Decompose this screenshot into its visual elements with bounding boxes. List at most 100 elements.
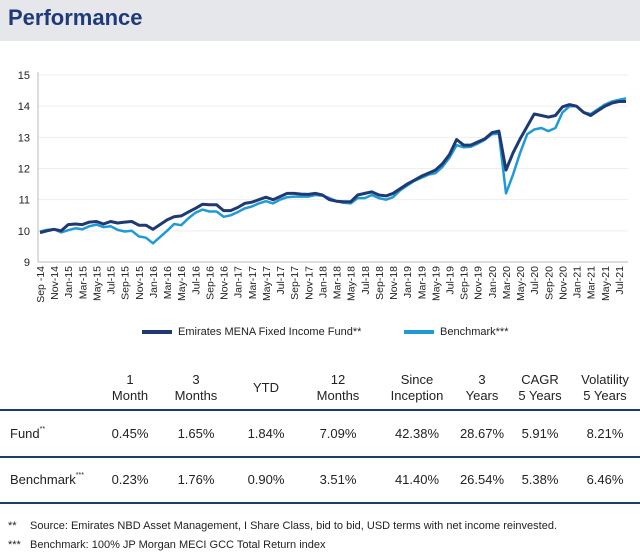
legend-label-fund: Emirates MENA Fixed Income Fund**	[178, 326, 362, 338]
column-header-line: 12	[330, 372, 346, 387]
x-tick-label: Mar-16	[162, 266, 174, 299]
x-tick-label: Jan-21	[572, 266, 584, 298]
x-tick-label: Sep-17	[289, 266, 301, 300]
column-header-line: Volatility	[581, 372, 629, 387]
row-label-mark: **	[39, 426, 46, 433]
table-cell: 8.21%	[586, 426, 624, 441]
y-tick-label: 13	[18, 132, 30, 144]
column-header-line: Inception	[390, 388, 444, 403]
legend-item-benchmark: Benchmark***	[404, 326, 508, 338]
column-header: YTD	[253, 380, 279, 396]
x-tick-label: Sep-16	[204, 266, 216, 300]
table-cell: 3.51%	[319, 472, 357, 487]
column-header: Volatility 5 Years	[581, 372, 629, 404]
x-tick-label: Jul-18	[360, 266, 372, 295]
column-header-line: 3	[478, 372, 486, 387]
x-tick-label: May-18	[346, 266, 358, 301]
x-tick-label: Mar-20	[501, 266, 513, 299]
row-label: Benchmark***	[10, 472, 84, 487]
section-header: Performance	[0, 0, 640, 41]
column-header-line: CAGR	[521, 372, 559, 387]
y-tick-label: 12	[18, 164, 30, 176]
column-header-line: 1	[126, 372, 134, 387]
footnote-text: Benchmark: 100% JP Morgan MECI GCC Total…	[30, 539, 326, 551]
column-header-line: Months	[174, 388, 218, 403]
table-cell: 5.91%	[521, 426, 559, 441]
y-tick-label: 11	[19, 195, 30, 207]
x-tick-label: Jan-15	[63, 266, 75, 298]
x-tick-label: Jul-19	[444, 266, 456, 295]
table-divider	[0, 409, 640, 411]
x-tick-label: Mar-18	[332, 266, 344, 299]
row-label-text: Fund	[10, 426, 40, 441]
column-header-line: 5 Years	[518, 388, 562, 403]
x-tick-label: Nov-16	[219, 266, 231, 300]
table-divider	[0, 502, 640, 504]
table-cell: 1.76%	[177, 472, 215, 487]
row-label-text: Benchmark	[10, 472, 76, 487]
x-tick-label: Jul-17	[275, 266, 287, 295]
column-header-line: Since	[400, 372, 434, 387]
x-tick-label: Mar-15	[77, 266, 89, 299]
x-tick-label: Nov-15	[134, 266, 146, 300]
column-header: Since Inception	[391, 372, 444, 404]
column-header-line: 3	[192, 372, 200, 387]
column-header-line: 5 Years	[583, 388, 627, 403]
x-tick-label: Nov-18	[388, 266, 400, 300]
x-tick-label: May-20	[515, 266, 527, 301]
column-header-line: Month	[111, 388, 149, 403]
fund-series-line	[39, 100, 626, 235]
x-tick-label: Jul-20	[529, 266, 541, 295]
x-tick-label: Nov-14	[49, 266, 61, 300]
table-cell: 6.46%	[586, 472, 624, 487]
column-header-line: YTD	[253, 380, 279, 395]
table-cell: 0.23%	[111, 472, 149, 487]
x-tick-label: Sep-20	[543, 266, 555, 300]
footnote-text: Source: Emirates NBD Asset Management, I…	[30, 520, 558, 532]
y-tick-label: 14	[18, 101, 30, 113]
legend-label-benchmark: Benchmark***	[440, 326, 509, 338]
y-tick-label: 15	[18, 70, 30, 82]
table-cell: 28.67%	[459, 426, 505, 441]
footnote-source: ** Source: Emirates NBD Asset Management,…	[8, 520, 557, 532]
x-tick-label: Nov-19	[473, 266, 485, 300]
x-tick-label: Sep -14	[35, 266, 47, 303]
row-label: Fund**	[10, 426, 45, 441]
x-tick-label: Jan-19	[402, 266, 414, 298]
x-tick-label: Nov-17	[303, 266, 315, 300]
x-tick-label: Jul-15	[106, 266, 118, 295]
section-title: Performance	[8, 5, 143, 30]
x-tick-label: Sep-19	[459, 266, 471, 300]
x-tick-label: May-19	[430, 266, 442, 301]
x-tick-label: Nov-20	[557, 266, 569, 300]
table-cell: 26.54%	[459, 472, 505, 487]
x-tick-label: Mar-17	[247, 266, 259, 299]
x-tick-label: Jan-16	[148, 266, 160, 298]
x-tick-label: May-16	[176, 266, 188, 301]
x-tick-label: Mar-19	[416, 266, 428, 299]
table-cell: 0.90%	[247, 472, 285, 487]
x-tick-label: Jul-21	[614, 266, 626, 295]
column-header: 3 Years	[466, 372, 499, 404]
y-tick-label: 10	[18, 226, 30, 238]
table-cell: 7.09%	[319, 426, 357, 441]
x-tick-label: Sep-15	[120, 266, 132, 300]
column-header-line: Years	[465, 388, 499, 403]
footnote-mark: ***	[8, 539, 21, 551]
table-cell: 0.45%	[111, 426, 149, 441]
column-header: 12 Months	[317, 372, 360, 404]
table-cell: 1.84%	[247, 426, 285, 441]
x-tick-label: Sep-18	[374, 266, 386, 300]
column-header: 1 Month	[112, 372, 148, 404]
x-tick-label: Jan-20	[487, 266, 499, 298]
row-label-mark: ***	[75, 472, 84, 479]
table-cell: 42.38%	[394, 426, 440, 441]
footnote-mark: **	[8, 520, 17, 532]
x-tick-label: Mar-21	[586, 266, 598, 299]
table-divider	[0, 456, 640, 458]
table-cell: 41.40%	[394, 472, 440, 487]
x-tick-label: Jan-18	[317, 266, 329, 298]
x-tick-label: Jul-16	[190, 266, 202, 295]
column-header-line: Months	[316, 388, 360, 403]
legend-item-fund: Emirates MENA Fixed Income Fund**	[142, 326, 361, 338]
